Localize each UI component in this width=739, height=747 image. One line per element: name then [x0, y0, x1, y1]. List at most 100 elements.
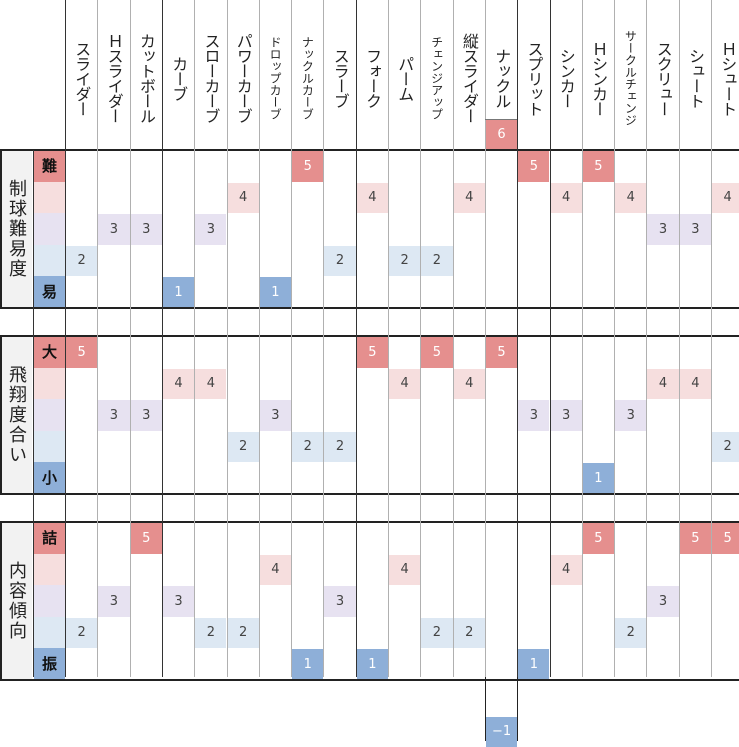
value-cell: 5 — [712, 523, 739, 554]
value-cell: 2 — [712, 432, 739, 463]
value-cell: 4 — [647, 369, 678, 400]
knuckle-ext-left — [485, 677, 486, 741]
column-divider — [453, 0, 454, 677]
section-top-border — [0, 149, 739, 151]
value-cell: 1 — [583, 463, 614, 494]
section-bottom-border — [0, 493, 739, 495]
value-cell: 5 — [292, 151, 323, 182]
value-cell: 3 — [551, 400, 582, 431]
value-cell: 6 — [486, 120, 517, 151]
value-cell: 2 — [324, 246, 355, 277]
level-label: 難 — [34, 150, 65, 182]
pitch-header: スクリュー — [646, 0, 678, 150]
value-cell: −1 — [486, 717, 517, 747]
section-label: 内容傾向 — [0, 522, 32, 680]
value-cell: 3 — [98, 214, 129, 245]
value-cell: 5 — [583, 523, 614, 554]
value-cell: 2 — [454, 618, 485, 649]
column-divider — [420, 0, 421, 677]
value-cell: 2 — [66, 618, 97, 649]
column-divider — [388, 0, 389, 677]
value-cell: 5 — [131, 523, 162, 554]
value-cell: 4 — [260, 555, 291, 586]
value-cell: 3 — [131, 400, 162, 431]
column-divider — [711, 0, 712, 677]
column-divider — [162, 0, 163, 677]
value-cell: 1 — [357, 649, 388, 680]
pitch-header: スライダー — [65, 0, 97, 150]
value-cell: 2 — [292, 432, 323, 463]
pitch-header: パーム — [388, 0, 420, 150]
value-cell: 2 — [66, 246, 97, 277]
value-cell: 5 — [680, 523, 711, 554]
column-divider — [646, 0, 647, 677]
section-bottom-border — [0, 679, 739, 681]
value-cell: 4 — [551, 183, 582, 214]
pitch-header: チェンジアップ — [420, 0, 452, 150]
pitch-header: Ｈシュート — [711, 0, 739, 150]
level-label — [34, 617, 65, 649]
value-cell: 4 — [454, 183, 485, 214]
value-cell: 1 — [260, 277, 291, 308]
level-label — [34, 368, 65, 400]
column-divider — [679, 0, 680, 677]
pitch-header: サークルチェンジ — [614, 0, 646, 150]
level-label — [34, 245, 65, 277]
value-cell: 3 — [163, 586, 194, 617]
column-divider — [65, 0, 66, 677]
section-bottom-border — [0, 307, 739, 309]
section-left-border — [0, 336, 2, 494]
value-cell: 4 — [228, 183, 259, 214]
level-label: 振 — [34, 648, 65, 680]
value-cell: 3 — [260, 400, 291, 431]
pitch-header: カーブ — [162, 0, 194, 150]
value-cell: 5 — [486, 337, 517, 368]
value-cell: 3 — [98, 586, 129, 617]
pitch-header: スラーブ — [323, 0, 355, 150]
level-label: 易 — [34, 276, 65, 308]
column-divider — [550, 0, 551, 677]
level-label — [34, 431, 65, 463]
column-divider — [130, 0, 131, 677]
value-cell: 3 — [98, 400, 129, 431]
pitch-header: スローカーブ — [194, 0, 226, 150]
level-label: 大 — [34, 336, 65, 368]
column-divider — [485, 0, 486, 677]
value-cell: 5 — [583, 151, 614, 182]
column-divider — [291, 0, 292, 677]
pitch-header: ナックルカーブ — [291, 0, 323, 150]
pitch-header: スプリット — [517, 0, 549, 150]
pitch-header: シュート — [679, 0, 711, 150]
section-label: 飛翔度合い — [0, 336, 32, 494]
value-cell: 5 — [518, 151, 549, 182]
value-cell: 4 — [551, 555, 582, 586]
value-cell: 2 — [421, 246, 452, 277]
pitch-header: パワーカーブ — [227, 0, 259, 150]
knuckle-top-box — [485, 119, 517, 120]
section-left-border — [0, 522, 2, 680]
value-cell: 4 — [389, 369, 420, 400]
pitch-header: フォーク — [356, 0, 388, 150]
column-divider — [194, 0, 195, 677]
pitch-header: Ｈスライダー — [97, 0, 129, 150]
value-cell: 2 — [615, 618, 646, 649]
column-divider — [259, 0, 260, 677]
column-divider — [97, 0, 98, 677]
column-divider — [227, 0, 228, 677]
value-cell: 3 — [615, 400, 646, 431]
value-cell: 1 — [292, 649, 323, 680]
value-cell: 4 — [163, 369, 194, 400]
level-label — [34, 182, 65, 214]
pitch-header: ドロップカーブ — [259, 0, 291, 150]
pitch-header: カットボール — [130, 0, 162, 150]
value-cell: 2 — [421, 618, 452, 649]
value-cell: 4 — [195, 369, 226, 400]
value-cell: 4 — [454, 369, 485, 400]
value-cell: 4 — [615, 183, 646, 214]
value-cell: 2 — [228, 432, 259, 463]
column-divider — [614, 0, 615, 677]
value-cell: 3 — [647, 214, 678, 245]
value-cell: 3 — [324, 586, 355, 617]
level-label — [34, 554, 65, 586]
level-label — [34, 399, 65, 431]
